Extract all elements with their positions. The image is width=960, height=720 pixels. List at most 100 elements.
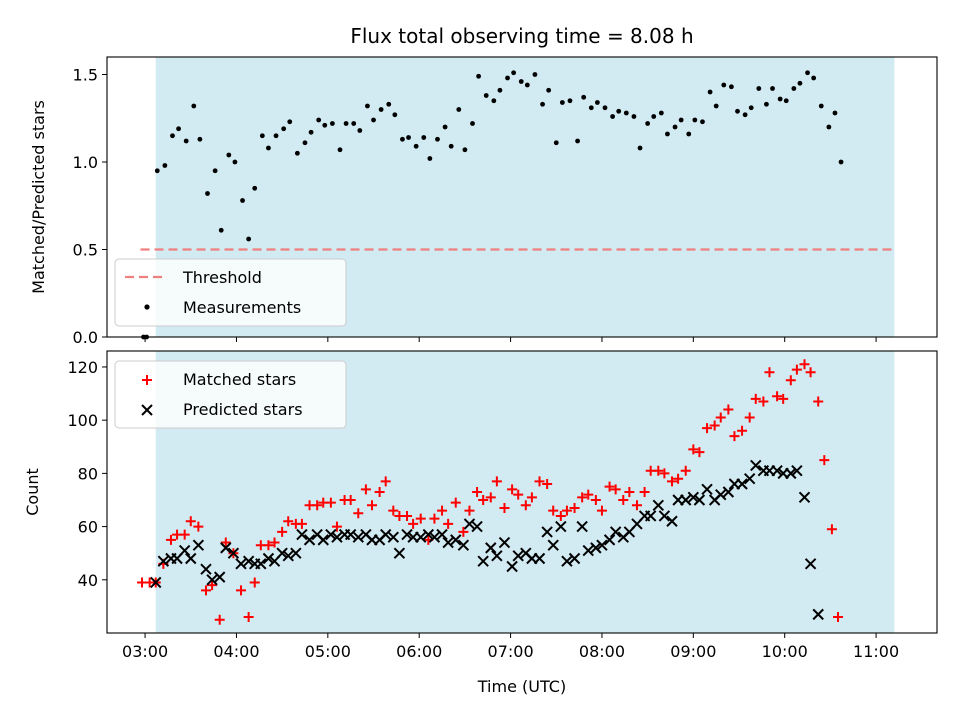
matched-star-point-65 xyxy=(590,494,601,505)
measurement-point-64 xyxy=(588,105,594,111)
predicted-star-point-61 xyxy=(576,520,588,533)
predicted-star-point-9 xyxy=(213,571,226,583)
measurement-point-98 xyxy=(826,124,832,130)
matched-star-point-74 xyxy=(653,465,664,476)
matched-star-point-80 xyxy=(694,447,705,458)
predicted-star-point-0 xyxy=(150,576,162,589)
matched-star-point-6 xyxy=(179,529,190,540)
measurement-point-91 xyxy=(777,96,783,102)
ratio-panel-frame xyxy=(106,56,938,338)
measurement-point-59 xyxy=(553,140,559,146)
measurement-point-78 xyxy=(686,131,692,137)
predicted-star-point-26 xyxy=(331,531,343,543)
matched-star-point-18 xyxy=(263,540,274,551)
matched-star-point-47 xyxy=(464,505,475,516)
measurement-point-53 xyxy=(511,70,517,76)
measurement-point-89 xyxy=(764,101,769,107)
ratio-panel: 0.0 0.5 1.0 1.5 Flux total observing time =… xyxy=(29,24,938,347)
matched-star-point-36 xyxy=(388,505,399,516)
matched-star-point-39 xyxy=(408,518,419,529)
predicted-star-point-20 xyxy=(290,547,302,559)
count-y-tick-label-0: 40 xyxy=(78,571,98,590)
measurement-point-75 xyxy=(665,131,670,137)
predicted-star-point-29 xyxy=(352,531,364,543)
matched-star-point-97 xyxy=(813,396,824,407)
measurement-point-29 xyxy=(343,121,349,126)
measurement-point-93 xyxy=(791,86,797,91)
measurement-point-90 xyxy=(770,86,775,91)
predicted-star-point-94 xyxy=(804,558,817,570)
predicted-star-point-18 xyxy=(276,547,288,559)
count-x-tick-label-4: 07:00 xyxy=(488,642,534,661)
measurement-point-49 xyxy=(483,93,489,98)
matched-star-point-79 xyxy=(688,444,699,455)
measurement-point-8 xyxy=(197,136,203,142)
measurement-point-80 xyxy=(700,119,705,125)
predicted-star-point-62 xyxy=(582,544,594,557)
predicted-star-point-24 xyxy=(317,534,329,546)
legend-threshold-label: Threshold xyxy=(182,268,262,287)
predicted-star-point-12 xyxy=(235,558,247,570)
matched-star-point-7 xyxy=(185,516,196,527)
matched-star-point-21 xyxy=(283,516,294,527)
matched-star-point-16 xyxy=(249,577,260,588)
predicted-star-point-78 xyxy=(693,494,706,506)
measurement-point-60 xyxy=(559,100,565,105)
matched-star-point-51 xyxy=(491,476,502,487)
matched-star-point-85 xyxy=(729,431,740,442)
predicted-star-point-41 xyxy=(436,528,448,541)
matched-star-point-58 xyxy=(542,479,553,490)
matched-star-point-9 xyxy=(200,585,211,596)
predicted-star-point-84 xyxy=(736,478,748,490)
matched-star-point-82 xyxy=(709,420,720,431)
predicted-star-point-49 xyxy=(491,550,503,562)
matched-star-point-30 xyxy=(345,494,356,505)
matched-star-point-48 xyxy=(472,487,483,497)
count-y-tick-label-4: 120 xyxy=(67,358,98,377)
measurement-point-46 xyxy=(462,147,468,153)
measurement-point-62 xyxy=(575,138,580,144)
matched-star-point-90 xyxy=(764,367,775,378)
matched-star-point-31 xyxy=(353,508,364,519)
predicted-star-point-58 xyxy=(555,520,567,533)
matched-star-point-67 xyxy=(604,481,615,492)
measurement-point-10 xyxy=(212,168,218,174)
matched-star-point-60 xyxy=(555,510,566,521)
matched-star-point-64 xyxy=(583,489,594,500)
measurement-point-82 xyxy=(713,103,719,109)
count-legend-box xyxy=(114,360,347,429)
measurement-point-4 xyxy=(170,133,175,139)
matched-star-point-81 xyxy=(702,423,713,434)
predicted-star-point-55 xyxy=(533,552,546,565)
matched-star-point-93 xyxy=(785,375,796,386)
measurement-point-69 xyxy=(623,110,629,116)
measurement-point-33 xyxy=(371,117,376,123)
count-y-axis-label: Count xyxy=(23,468,42,516)
measurement-point-24 xyxy=(308,129,314,135)
predicted-star-point-95 xyxy=(812,608,824,621)
measurement-point-61 xyxy=(567,98,573,104)
count-y-tick-label-2: 80 xyxy=(78,464,98,483)
measurement-point-83 xyxy=(721,82,727,88)
measurement-point-17 xyxy=(259,133,265,139)
count-x-tick-label-8: 11:00 xyxy=(853,642,899,661)
matched-star-point-27 xyxy=(325,497,336,508)
measurement-point-14 xyxy=(240,198,245,203)
matched-star-point-92 xyxy=(778,393,789,404)
measurement-point-15 xyxy=(246,236,252,242)
matched-star-point-71 xyxy=(631,500,642,511)
measurement-point-87 xyxy=(748,105,754,111)
count-legend: Matched stars Predicted stars xyxy=(114,360,347,429)
predicted-star-point-1 xyxy=(157,555,170,567)
matched-star-point-66 xyxy=(596,505,607,516)
matched-star-point-94 xyxy=(791,364,802,375)
predicted-star-point-63 xyxy=(590,542,602,554)
measurement-point-76 xyxy=(672,124,678,130)
matched-star-point-19 xyxy=(269,537,280,548)
measurement-point-2 xyxy=(154,168,160,174)
matched-star-point-49 xyxy=(478,494,489,505)
matched-star-point-88 xyxy=(750,393,761,404)
predicted-star-point-4 xyxy=(178,544,191,557)
predicted-star-point-65 xyxy=(603,534,616,546)
